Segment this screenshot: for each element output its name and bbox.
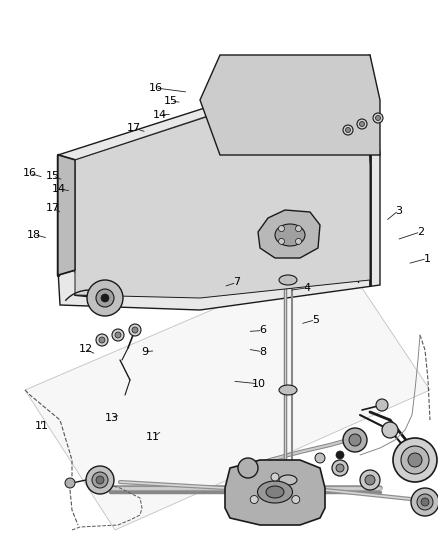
Circle shape	[96, 289, 114, 307]
Text: 3: 3	[395, 206, 402, 215]
Ellipse shape	[258, 481, 293, 503]
Text: 18: 18	[27, 230, 41, 239]
Circle shape	[129, 324, 141, 336]
Circle shape	[393, 438, 437, 482]
Text: 16: 16	[23, 168, 37, 178]
Circle shape	[357, 119, 367, 129]
Text: 10: 10	[251, 379, 265, 389]
Ellipse shape	[279, 385, 297, 395]
Circle shape	[65, 478, 75, 488]
Circle shape	[96, 476, 104, 484]
Text: 13: 13	[105, 414, 119, 423]
Circle shape	[86, 466, 114, 494]
Circle shape	[271, 473, 279, 481]
Text: 11: 11	[35, 422, 49, 431]
Text: 4: 4	[303, 283, 310, 293]
Circle shape	[382, 422, 398, 438]
Circle shape	[101, 294, 109, 302]
Polygon shape	[58, 155, 75, 275]
Circle shape	[296, 225, 301, 232]
Text: 15: 15	[46, 171, 60, 181]
Text: 16: 16	[148, 83, 162, 93]
Text: 5: 5	[312, 315, 319, 325]
Circle shape	[250, 496, 258, 504]
Circle shape	[332, 460, 348, 476]
Circle shape	[336, 464, 344, 472]
Circle shape	[115, 332, 121, 338]
Circle shape	[373, 113, 383, 123]
Polygon shape	[75, 65, 370, 298]
Circle shape	[292, 496, 300, 504]
Circle shape	[96, 334, 108, 346]
Circle shape	[408, 453, 422, 467]
Circle shape	[92, 472, 108, 488]
Circle shape	[417, 494, 433, 510]
Circle shape	[360, 122, 364, 126]
Text: 9: 9	[141, 347, 148, 357]
Circle shape	[279, 238, 285, 244]
Polygon shape	[58, 55, 380, 310]
Circle shape	[343, 125, 353, 135]
Circle shape	[238, 458, 258, 478]
Ellipse shape	[279, 475, 297, 485]
Circle shape	[336, 451, 344, 459]
Text: 14: 14	[153, 110, 167, 119]
Text: 15: 15	[164, 96, 178, 106]
Ellipse shape	[279, 275, 297, 285]
Circle shape	[375, 116, 381, 120]
Ellipse shape	[266, 486, 284, 498]
Circle shape	[132, 327, 138, 333]
Circle shape	[360, 470, 380, 490]
Circle shape	[296, 238, 301, 244]
Circle shape	[315, 453, 325, 463]
Circle shape	[343, 428, 367, 452]
Polygon shape	[225, 460, 325, 525]
Polygon shape	[25, 255, 430, 530]
Circle shape	[401, 446, 429, 474]
Circle shape	[279, 225, 285, 232]
Polygon shape	[258, 210, 320, 258]
Circle shape	[346, 127, 350, 133]
Circle shape	[365, 475, 375, 485]
Text: 8: 8	[259, 347, 266, 357]
Text: 2: 2	[417, 227, 424, 237]
Text: 14: 14	[52, 184, 66, 194]
Circle shape	[376, 399, 388, 411]
Circle shape	[411, 488, 438, 516]
Text: 17: 17	[127, 123, 141, 133]
Circle shape	[87, 280, 123, 316]
Text: 7: 7	[233, 278, 240, 287]
Circle shape	[349, 434, 361, 446]
Text: 17: 17	[46, 203, 60, 213]
Circle shape	[99, 337, 105, 343]
Circle shape	[112, 329, 124, 341]
Circle shape	[421, 498, 429, 506]
Ellipse shape	[275, 224, 305, 246]
Text: 12: 12	[78, 344, 92, 354]
Text: 1: 1	[424, 254, 431, 263]
Text: 6: 6	[259, 326, 266, 335]
Polygon shape	[200, 55, 380, 155]
Text: 11: 11	[146, 432, 160, 442]
